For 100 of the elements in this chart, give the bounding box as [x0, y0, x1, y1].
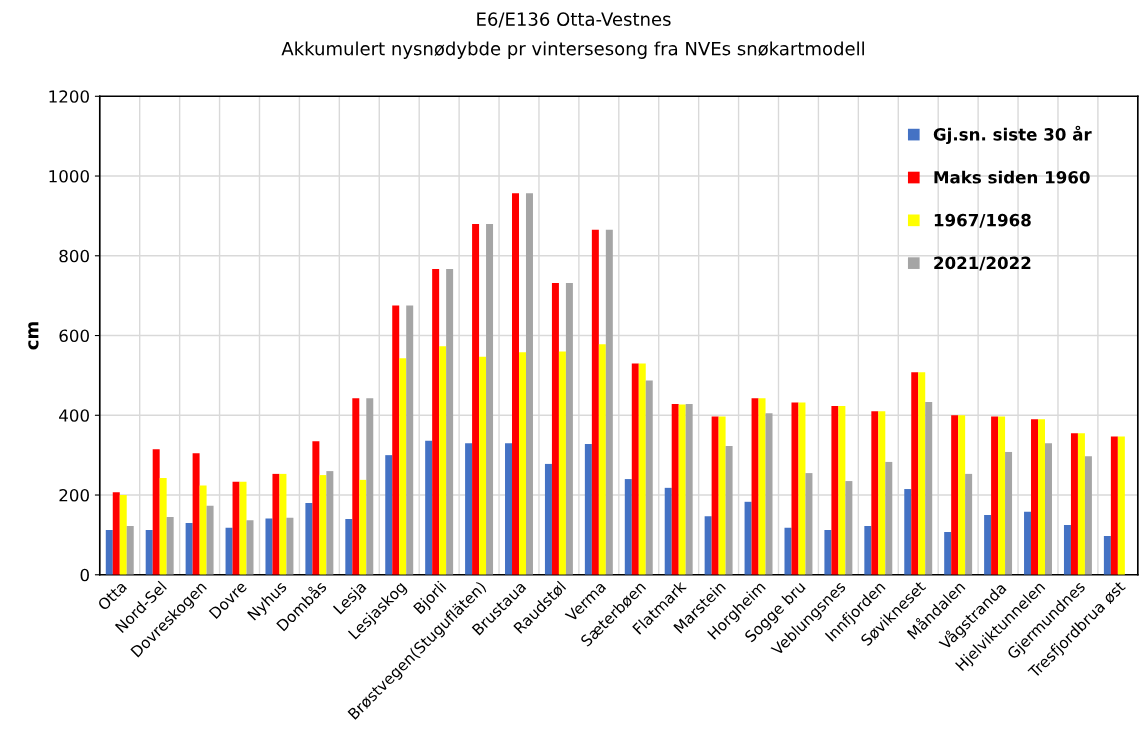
bar [744, 501, 752, 575]
bar [399, 358, 407, 575]
bar [359, 479, 367, 575]
bar [192, 453, 200, 575]
bar [845, 481, 853, 575]
bar [479, 356, 487, 575]
bar [392, 305, 400, 575]
bar [505, 443, 513, 575]
bar [1103, 536, 1111, 575]
y-tick-label: 600 [59, 329, 89, 343]
bar [486, 223, 494, 575]
bar [1070, 433, 1078, 575]
bar [591, 229, 599, 575]
bar [685, 404, 693, 575]
bar [272, 473, 280, 575]
bar [925, 402, 933, 575]
bar [805, 473, 813, 575]
bar [751, 398, 759, 575]
bar [472, 223, 480, 575]
bar [951, 415, 959, 575]
bar [584, 443, 592, 575]
y-tick-label: 800 [59, 249, 89, 263]
bar [911, 372, 919, 575]
bar [558, 351, 566, 575]
bar [605, 229, 613, 575]
bar [678, 404, 686, 575]
bar [265, 518, 273, 575]
bar [525, 193, 533, 575]
bar [784, 527, 792, 575]
legend-label: 2021/2022 [934, 256, 1031, 271]
bar [885, 461, 893, 575]
y-tick-label: 400 [59, 409, 89, 422]
bar [439, 346, 447, 575]
bar [225, 527, 233, 575]
y-tick-label: 0 [80, 568, 89, 582]
bar [199, 485, 207, 575]
chart-subtitle: Akkumulert nysnødybde pr vintersesong fra NVEs snøkartmodell [281, 41, 864, 59]
bar [831, 406, 839, 575]
bar [119, 495, 127, 575]
bar [631, 363, 639, 575]
bar [126, 526, 134, 575]
legend-label: Maks siden 1960 [934, 170, 1090, 184]
y-axis-title: cm [28, 322, 39, 350]
bar [159, 477, 167, 575]
bar [112, 492, 120, 575]
bar [1084, 456, 1092, 575]
bar [406, 305, 414, 575]
y-tick-label: 200 [59, 488, 89, 502]
bar [704, 516, 712, 575]
bar [965, 473, 973, 575]
bar [326, 471, 334, 575]
bar [998, 416, 1006, 575]
bar [1031, 419, 1039, 575]
bar [385, 455, 393, 575]
bar [1005, 451, 1013, 575]
bar [798, 402, 806, 575]
bar [758, 398, 766, 575]
bar [1024, 511, 1032, 575]
bar [645, 380, 653, 575]
bar [145, 530, 153, 575]
bar [1038, 419, 1045, 575]
bar [239, 481, 247, 575]
bar [878, 411, 886, 575]
chart-title: E6/E136 Otta-Vestnes [477, 12, 671, 28]
bar [345, 518, 353, 575]
bar [791, 402, 799, 575]
bar [185, 522, 193, 575]
bar [944, 532, 952, 575]
bar [519, 352, 526, 575]
bar [864, 526, 872, 575]
bar [824, 530, 832, 575]
bar [1077, 433, 1085, 575]
bar [725, 445, 733, 575]
bar [991, 416, 999, 575]
bar [512, 193, 519, 575]
bar [638, 363, 646, 575]
bar [544, 463, 552, 575]
bar [166, 516, 174, 575]
bar [624, 479, 632, 575]
bar [551, 282, 559, 575]
bar [1063, 524, 1071, 575]
bar [871, 411, 879, 575]
y-tick-label: 1000 [49, 169, 89, 183]
bar [105, 530, 113, 575]
bar [1110, 436, 1118, 575]
bar [598, 344, 606, 575]
bar [718, 416, 726, 575]
bar [286, 517, 294, 575]
bar [838, 406, 846, 575]
bar [711, 416, 719, 575]
bar [305, 503, 313, 575]
legend-label: Gj.sn. siste 30 år [933, 125, 1092, 145]
bar [206, 505, 214, 575]
y-tick-label: 1200 [49, 90, 89, 103]
legend-label: 1967/1968 [934, 213, 1031, 228]
bar [312, 441, 320, 575]
bar [765, 413, 773, 575]
bar [152, 449, 160, 575]
bar [279, 473, 287, 575]
bar [904, 489, 912, 575]
